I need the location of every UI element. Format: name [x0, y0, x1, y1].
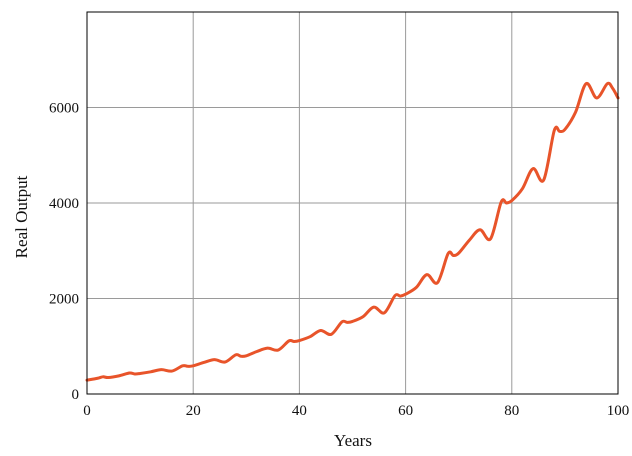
plot-frame — [86, 11, 619, 395]
x-tick-label: 100 — [607, 403, 630, 419]
tick-labels: 0 20 40 60 80 100 0 2000 4000 6000 — [49, 101, 629, 420]
grid-lines — [87, 12, 618, 394]
y-axis-title: Real Output — [12, 175, 31, 258]
x-tick-label: 80 — [504, 403, 519, 419]
x-tick-label: 0 — [83, 403, 91, 419]
y-tick-label: 4000 — [49, 196, 79, 212]
y-tick-label: 2000 — [49, 292, 79, 308]
x-axis-title: Years — [334, 431, 372, 450]
x-tick-label: 60 — [398, 403, 413, 419]
y-tick-label: 6000 — [49, 101, 79, 117]
x-tick-label: 20 — [186, 403, 201, 419]
real-output-series-line — [85, 81, 620, 382]
x-tick-label: 40 — [292, 403, 307, 419]
y-tick-label: 0 — [72, 387, 80, 403]
series-layer — [85, 81, 620, 382]
